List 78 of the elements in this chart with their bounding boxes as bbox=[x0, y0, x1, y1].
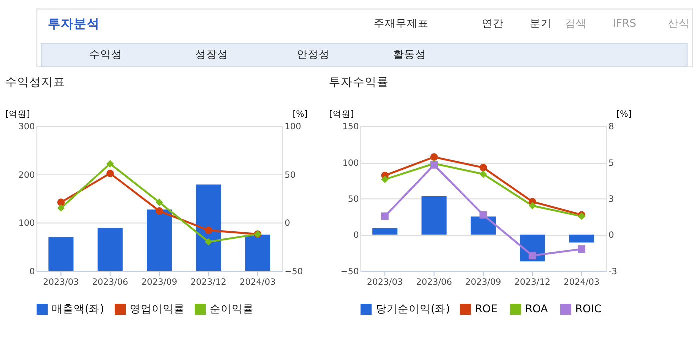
legend-label: ROIC bbox=[576, 303, 602, 316]
legend-label: ROA bbox=[525, 303, 549, 316]
text: 주재무제표 bbox=[374, 18, 430, 30]
text: 산식 bbox=[668, 18, 690, 30]
text: 연간 bbox=[482, 18, 504, 30]
bar bbox=[422, 196, 447, 235]
point bbox=[480, 164, 488, 172]
point bbox=[528, 252, 536, 260]
point bbox=[156, 198, 164, 206]
y-tick-label: 200 bbox=[18, 170, 36, 181]
legend-label: ROE bbox=[475, 303, 498, 316]
text: 투자분석 bbox=[48, 16, 100, 32]
point bbox=[204, 238, 212, 246]
point bbox=[106, 170, 114, 178]
y2-axis-title: [%] bbox=[616, 110, 632, 120]
x-tick-label: 2024/03 bbox=[240, 278, 276, 288]
y-tick-label: 0 bbox=[30, 267, 36, 278]
y-tick-label: 100 bbox=[342, 158, 360, 169]
point bbox=[381, 176, 389, 184]
bar bbox=[569, 234, 594, 243]
point bbox=[106, 160, 114, 168]
y-tick-label: −50 bbox=[340, 267, 360, 278]
y-tick-label: 100 bbox=[18, 219, 36, 230]
x-tick-label: 2023/09 bbox=[465, 278, 502, 288]
y2-tick-label: 0 bbox=[608, 231, 614, 242]
x-tick-label: 2023/12 bbox=[514, 278, 551, 288]
bar bbox=[245, 234, 270, 271]
y2-tick-label: 8 bbox=[608, 122, 614, 133]
y-tick-label: 150 bbox=[342, 122, 360, 133]
y-axis-title: [억원] bbox=[329, 110, 354, 120]
y2-tick-label: 50 bbox=[284, 170, 296, 181]
bar bbox=[147, 210, 172, 271]
y2-tick-label: -3 bbox=[608, 267, 618, 278]
x-tick-label: 2023/06 bbox=[416, 278, 452, 288]
legend-label: 순이익률 bbox=[210, 303, 254, 316]
chart-title: 수익성지표 bbox=[5, 74, 66, 89]
text: 분기 bbox=[530, 18, 552, 30]
y-tick-label: 300 bbox=[18, 122, 36, 133]
bar bbox=[372, 228, 398, 235]
y-tick-label: 50 bbox=[348, 195, 360, 206]
x-tick-label: 2023/09 bbox=[142, 278, 178, 288]
point bbox=[381, 212, 389, 220]
y-tick-label: 0 bbox=[354, 231, 360, 242]
x-tick-label: 2024/03 bbox=[564, 278, 600, 288]
text: 성장성 bbox=[196, 48, 229, 61]
text: IFRS bbox=[613, 18, 637, 30]
y2-tick-label: 0 bbox=[284, 219, 290, 230]
point bbox=[57, 204, 65, 212]
text: 안정성 bbox=[296, 48, 330, 61]
text: 수익성 bbox=[90, 48, 123, 61]
point bbox=[57, 198, 65, 206]
bar bbox=[48, 237, 74, 271]
legend-label: 당기순이익(좌) bbox=[376, 303, 450, 316]
point bbox=[156, 207, 164, 215]
point bbox=[528, 202, 536, 210]
point bbox=[480, 170, 488, 178]
x-tick-label: 2023/03 bbox=[43, 278, 80, 288]
y2-tick-label: 3 bbox=[608, 195, 614, 206]
text: 활동성 bbox=[393, 48, 426, 61]
x-tick-label: 2023/06 bbox=[92, 278, 128, 288]
text: 검색 bbox=[564, 18, 587, 30]
bar bbox=[98, 228, 123, 271]
point bbox=[480, 211, 488, 219]
bar bbox=[196, 184, 222, 271]
point bbox=[578, 246, 586, 254]
point bbox=[204, 226, 212, 234]
legend-label: 매출액(좌) bbox=[52, 303, 104, 316]
x-tick-label: 2023/03 bbox=[367, 278, 404, 288]
legend-label: 영업이익률 bbox=[130, 303, 186, 316]
bar bbox=[470, 216, 496, 235]
x-tick-label: 2023/12 bbox=[190, 278, 227, 288]
point bbox=[430, 154, 438, 161]
chart-title: 투자수익률 bbox=[329, 74, 390, 89]
y-axis-title: [억원] bbox=[5, 110, 30, 120]
y2-tick-label: 100 bbox=[284, 122, 302, 133]
y2-axis-title: [%] bbox=[292, 110, 308, 120]
y2-tick-label: 5 bbox=[608, 158, 614, 169]
y2-tick-label: −50 bbox=[284, 267, 304, 278]
